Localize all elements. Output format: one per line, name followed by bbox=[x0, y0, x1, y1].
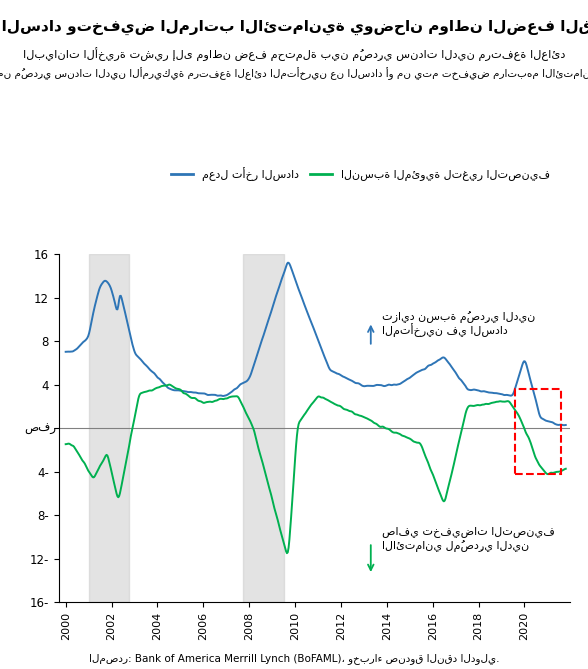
Text: المصدر: Bank of America Merrill Lynch (BoFAML)، وخبراء صندوق النقد الدولي.: المصدر: Bank of America Merrill Lynch (B… bbox=[89, 653, 499, 664]
Text: المتأخرين في السداد: المتأخرين في السداد bbox=[382, 323, 508, 337]
Bar bbox=[243, 254, 283, 602]
Text: تزايد نسبة مُصدِري الدين: تزايد نسبة مُصدِري الدين bbox=[382, 311, 536, 323]
Text: الائتماني لمُصدِري الدين: الائتماني لمُصدِري الدين bbox=[382, 540, 530, 551]
Bar bbox=[515, 389, 561, 474]
Text: تأخر السداد وتخفيض المراتب الائتمانية يوضحان مواطن الضعف القائمة: تأخر السداد وتخفيض المراتب الائتمانية يو… bbox=[0, 17, 588, 36]
Text: (% من مُصدِري سندات الدين الأمريكية مرتفعة العائد المتأخرين عن السداد أو من يتم : (% من مُصدِري سندات الدين الأمريكية مرتف… bbox=[0, 67, 588, 80]
Text: البيانات الأخيرة تشير إلى مواطن ضعف محتملة بين مُصدِري سندات الدين مرتفعة العائد: البيانات الأخيرة تشير إلى مواطن ضعف محتم… bbox=[23, 47, 565, 61]
Bar bbox=[89, 254, 129, 602]
Text: صفر: صفر bbox=[24, 421, 56, 435]
Text: صافي تخفيضات التصنيف: صافي تخفيضات التصنيف bbox=[382, 526, 555, 537]
Legend: معدل تأخر السداد, النسبة المئوية لتغير التصنيف: معدل تأخر السداد, النسبة المئوية لتغير ا… bbox=[166, 163, 554, 185]
